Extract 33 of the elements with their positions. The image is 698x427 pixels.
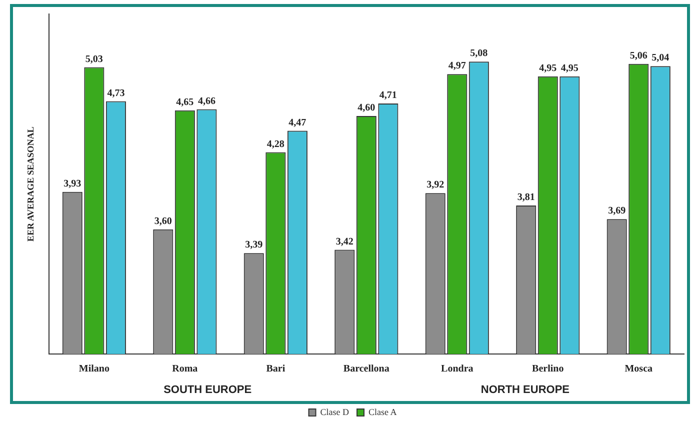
data-label: 4,73 <box>107 88 125 99</box>
legend-label: Clase D <box>320 406 350 417</box>
data-label: 3,92 <box>426 180 444 191</box>
data-label: 5,04 <box>652 52 670 64</box>
data-label: 4,95 <box>560 62 578 74</box>
x-tick-label: Mosca <box>624 364 653 375</box>
x-tick-label: Milano <box>78 364 110 375</box>
data-label: 4,28 <box>266 138 284 150</box>
data-label: 4,60 <box>358 102 376 114</box>
data-label: 3,69 <box>608 206 626 217</box>
data-label: 3,60 <box>154 216 172 227</box>
data-label: 4,97 <box>448 60 466 72</box>
x-tick-label: Roma <box>172 364 198 375</box>
data-label: 3,93 <box>64 178 82 190</box>
data-label: 3,42 <box>336 236 354 248</box>
data-label: 5,06 <box>630 50 648 62</box>
x-tick-label: Bari <box>266 364 286 375</box>
data-label: 3,39 <box>245 240 263 251</box>
legend-label: Clase A <box>368 406 398 417</box>
data-label: 4,65 <box>176 96 194 108</box>
text: NORTH EUROPE <box>480 384 570 396</box>
x-tick-label: Berlino <box>532 364 564 375</box>
data-label: 4,95 <box>539 62 557 74</box>
data-label: 4,47 <box>288 117 306 128</box>
data-label: 5,03 <box>85 54 103 65</box>
x-tick-label: Londra <box>441 364 474 375</box>
data-label: 3,81 <box>517 192 535 204</box>
data-label: 5,08 <box>470 48 488 60</box>
x-tick-label: Barcellona <box>343 364 390 375</box>
y-axis-title: EER AVERAGE SEASONAL <box>26 126 36 242</box>
text: SOUTH EUROPE <box>164 384 252 396</box>
data-label: 4,71 <box>379 90 397 102</box>
data-label: 4,66 <box>198 96 216 107</box>
